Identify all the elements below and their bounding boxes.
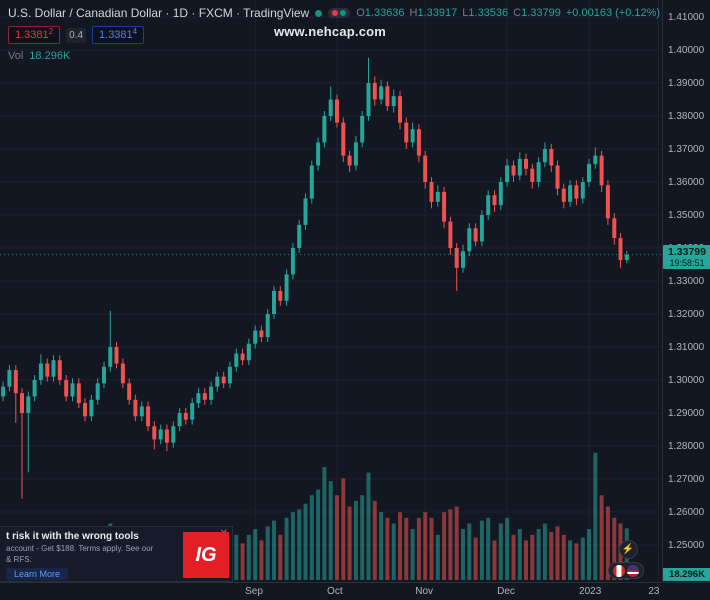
boost-button[interactable]: ⚡ <box>618 540 638 559</box>
change-value: +0.00163 (+0.12%) <box>565 7 661 19</box>
open-value: 1.33636 <box>364 7 405 19</box>
time-tick-label: Dec <box>497 586 515 597</box>
flag-reactions-pill[interactable] <box>608 562 644 579</box>
close-label: C <box>513 7 522 19</box>
high-label: H <box>409 7 418 19</box>
watermark-text: www.nehcap.com <box>273 24 387 39</box>
price-tick-label: 1.28000 <box>668 441 705 452</box>
price-tick-label: 1.37000 <box>668 144 705 155</box>
reactions-widget: ⚡ <box>608 540 648 579</box>
legend-row-bidask: 1.3381 2 0.4 1.3381 4 <box>8 26 660 44</box>
symbol-title[interactable]: U.S. Dollar / Canadian Dollar · 1D · FXC… <box>8 6 310 20</box>
time-tick-label: Nov <box>415 586 434 597</box>
price-tick-label: 1.29000 <box>668 408 705 419</box>
open-label: O <box>356 7 365 19</box>
canada-flag-icon <box>613 564 625 577</box>
legend-row-volume: Vol 18.296K <box>8 50 660 62</box>
low-value: 1.33536 <box>468 7 509 19</box>
ad-terms-line-2: & RFS. <box>6 555 32 564</box>
volume-badge: 18.296K <box>663 568 710 581</box>
price-tick-label: 1.30000 <box>668 375 705 386</box>
sell-price-button[interactable]: 1.3381 2 <box>8 26 61 44</box>
price-tick-label: 1.32000 <box>668 309 705 320</box>
price-tick-label: 1.33000 <box>668 276 705 287</box>
market-open-dot-icon[interactable] <box>315 9 323 17</box>
price-tick-label: 1.38000 <box>668 111 705 122</box>
ad-banner[interactable]: ✕ IG t risk it with the wrong tools acco… <box>0 526 233 582</box>
price-tick-label: 1.26000 <box>668 507 705 518</box>
buy-price-button[interactable]: 1.3381 4 <box>92 26 145 44</box>
learn-more-button[interactable]: Learn More <box>6 568 69 580</box>
time-tick-label: 2023 <box>579 586 602 597</box>
lightning-icon: ⚡ <box>621 544 635 555</box>
ig-logo[interactable]: IG <box>183 532 229 578</box>
last-price-badge[interactable]: 1.33799 19:58:51 <box>663 244 710 269</box>
price-tick-label: 1.40000 <box>668 45 705 56</box>
price-tick-label: 1.36000 <box>668 177 705 188</box>
time-axis[interactable]: Sep Oct Nov Dec 2023 23 <box>0 582 710 600</box>
ad-terms-line: account - Get $188. Terms apply. See our <box>6 544 154 553</box>
close-value: 1.33799 <box>521 7 561 19</box>
price-axis[interactable]: 1.33799 19:58:51 18.296K 1.41000 1.40000 1… <box>662 0 710 582</box>
price-tick-label: 1.39000 <box>668 78 705 89</box>
time-tick-label: Oct <box>327 586 343 597</box>
low-label: L <box>462 7 469 19</box>
time-tick-label: Sep <box>245 586 263 597</box>
chart-canvas[interactable]: www.nehcap.com U.S. Dollar / Canadian Do… <box>0 0 662 582</box>
volume-label[interactable]: Vol <box>8 50 24 62</box>
ad-text: t risk it with the wrong tools account -… <box>6 531 172 582</box>
ohlc-values: O1.33636 H1.33917 L1.33536 C1.33799 +0.0… <box>356 7 660 19</box>
market-status-pill[interactable] <box>328 8 351 18</box>
high-value: 1.33917 <box>417 7 458 19</box>
candlestick-chart[interactable] <box>0 0 662 582</box>
time-tick-label: 23 <box>648 586 660 597</box>
price-tick-label: 1.31000 <box>668 342 705 353</box>
price-tick-label: 1.35000 <box>668 210 705 221</box>
price-tick-label: 1.41000 <box>668 12 705 23</box>
bar-countdown: 19:58:51 <box>669 257 705 268</box>
price-tick-label: 1.27000 <box>668 474 705 485</box>
status-green-dot-icon <box>340 10 347 16</box>
us-flag-icon <box>627 564 639 577</box>
volume-value: 18.296K <box>29 50 71 62</box>
legend-row-title: U.S. Dollar / Canadian Dollar · 1D · FXC… <box>8 6 660 20</box>
last-price-value: 1.33799 <box>668 245 706 258</box>
price-tick-label: 1.25000 <box>668 540 705 551</box>
spread-value: 0.4 <box>66 27 87 43</box>
ad-headline: t risk it with the wrong tools <box>6 531 139 542</box>
status-red-dot-icon <box>332 10 339 16</box>
chart-legend: U.S. Dollar / Canadian Dollar · 1D · FXC… <box>8 6 660 68</box>
